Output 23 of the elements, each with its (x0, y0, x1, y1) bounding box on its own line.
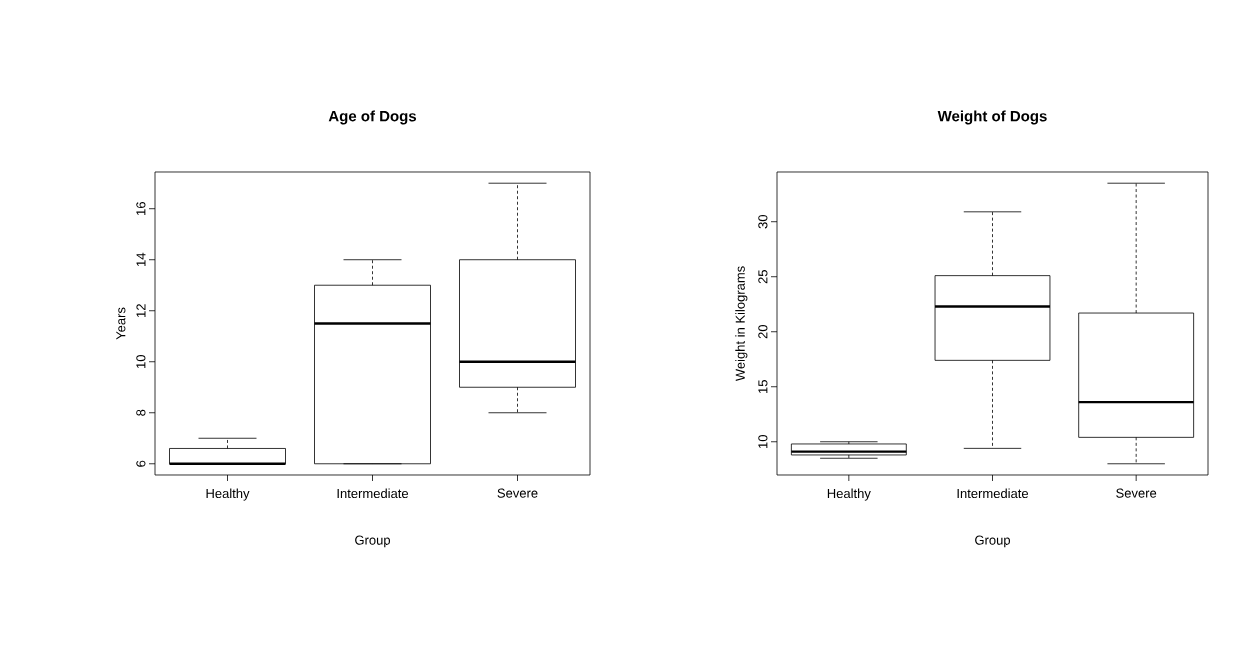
y-axis-title: Years (116, 307, 126, 340)
y-tick-label: 30 (758, 214, 768, 229)
y-tick-label: 15 (758, 380, 768, 393)
y-tick-label: 8 (136, 409, 146, 416)
y-tick-label: 16 (136, 202, 146, 215)
y-tick-label: 25 (758, 270, 768, 284)
x-tick-label: Healthy (827, 488, 871, 501)
chart-title: Weight of Dogs (937, 110, 1047, 125)
x-tick-label: Severe (1116, 488, 1157, 498)
y-tick-label: 6 (136, 460, 146, 467)
x-tick-label: Severe (497, 488, 538, 498)
y-tick-label: 12 (136, 304, 146, 317)
x-tick-label: Intermediate (957, 488, 1029, 499)
x-axis-title: Group (355, 535, 391, 548)
x-axis-title: Group (975, 535, 1011, 548)
chart-title: Age of Dogs (328, 110, 417, 125)
y-tick-label: 14 (136, 252, 146, 266)
x-tick-label: Healthy (206, 488, 250, 501)
y-axis-title: Weight in Kilograms (735, 266, 748, 382)
y-tick-label: 10 (758, 435, 768, 448)
x-tick-label: Intermediate (337, 488, 409, 499)
y-tick-label: 20 (758, 325, 768, 339)
y-tick-label: 10 (136, 355, 146, 368)
